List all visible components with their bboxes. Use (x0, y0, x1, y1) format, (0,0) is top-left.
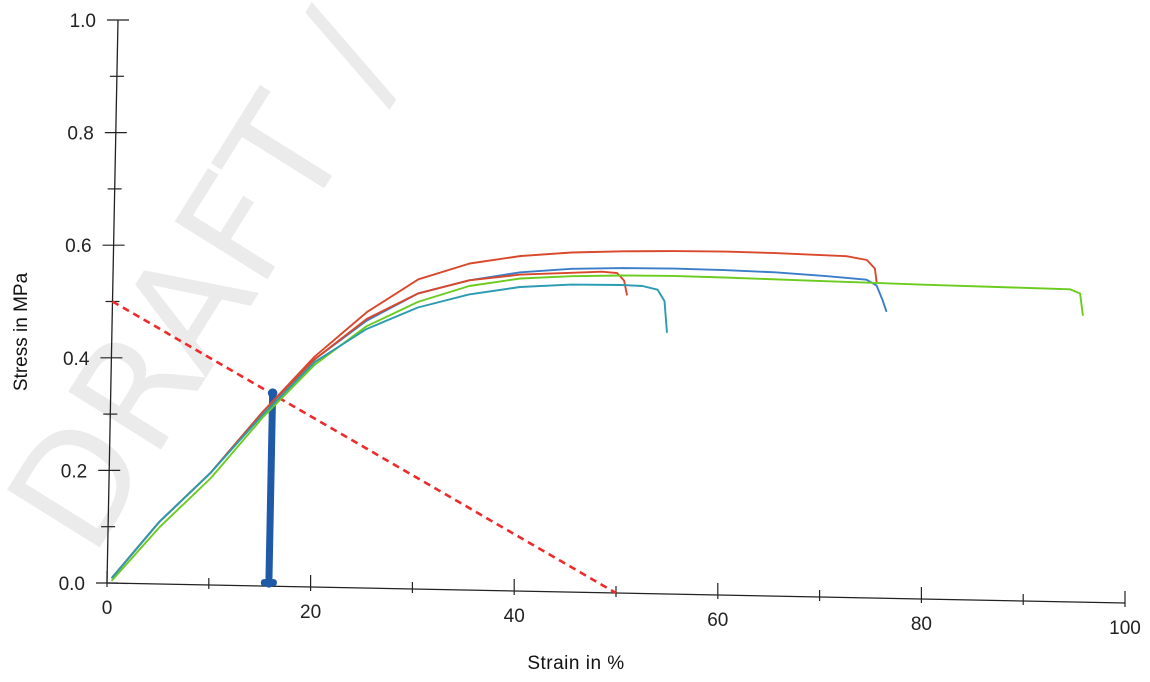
series-line-5 (111, 283, 668, 579)
series-group (111, 250, 1084, 582)
y-tick-label: 0.4 (63, 349, 90, 370)
x-axis-title: Strain in % (527, 653, 624, 674)
yield-marker-bar (260, 388, 278, 588)
x-tick-label: 0 (102, 598, 113, 619)
marker-bar-top (267, 388, 278, 398)
series-line-4 (111, 274, 1084, 582)
red-dashed-reference-line (111, 300, 617, 595)
ticks (96, 19, 1126, 607)
watermark-text: DRAFT / CO (0, 0, 578, 579)
y-axis-title: Stress in MPa (11, 272, 32, 391)
y-tick-label: 1.0 (70, 11, 96, 32)
y-tick-label: 0.8 (67, 124, 93, 145)
x-tick-label: 20 (300, 602, 321, 623)
y-tick-label: 0.0 (59, 574, 85, 595)
marker-bar-base (260, 579, 277, 587)
marker-bar-stem (265, 389, 277, 588)
x-tick-label: 80 (911, 614, 932, 635)
y-tick-label: 0.6 (65, 236, 91, 257)
x-tick-label: 60 (707, 610, 728, 631)
tick-labels: 0.0 0.2 0.4 0.6 0.8 1.0 0 20 40 60 80 100 (59, 11, 1141, 639)
y-tick-label: 0.2 (61, 461, 87, 482)
x-tick-label: 40 (504, 606, 525, 627)
x-tick-label: 100 (1109, 618, 1141, 639)
annotations (111, 300, 617, 595)
